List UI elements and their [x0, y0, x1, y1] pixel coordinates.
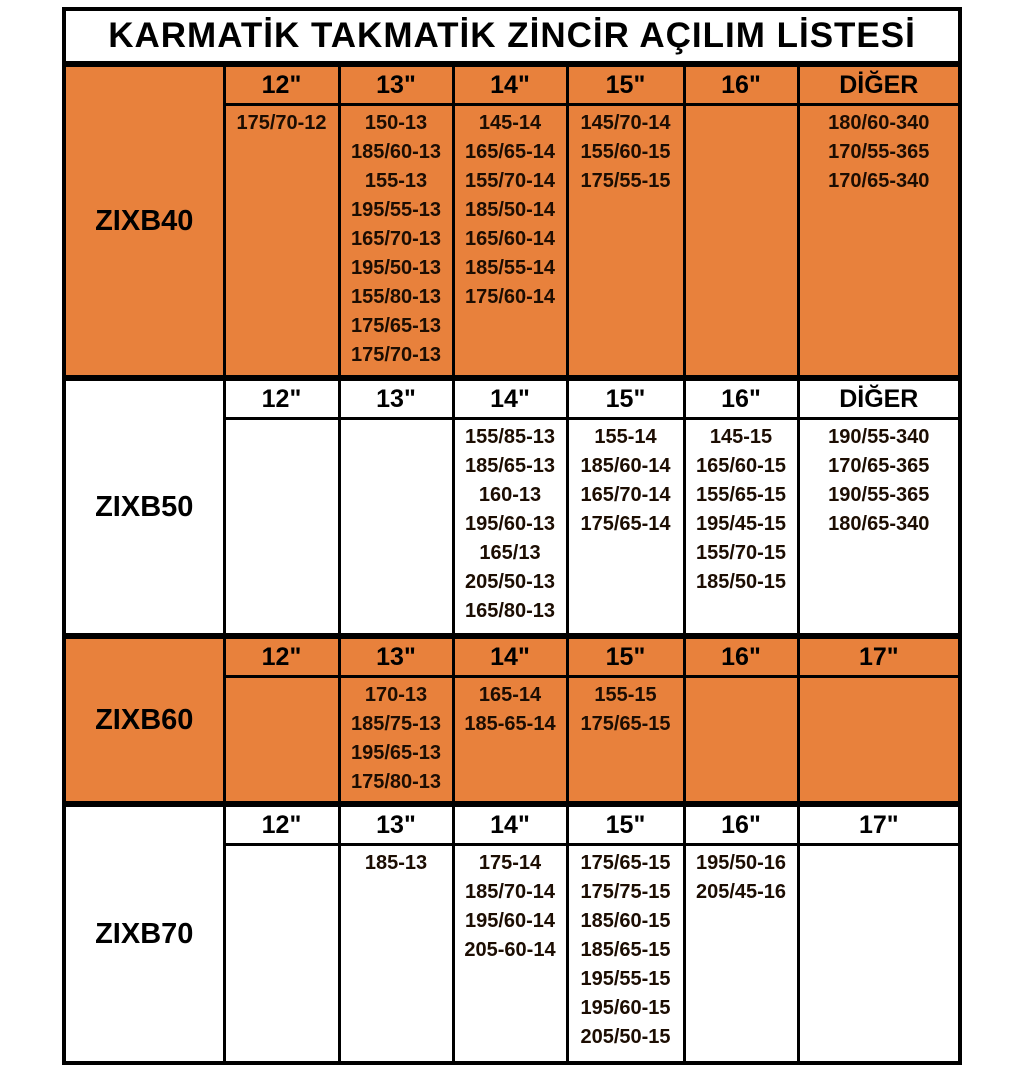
cell-zixb60-16in: [682, 675, 800, 806]
header-zixb70-15in: 15": [565, 801, 686, 846]
header-zixb60-13in: 13": [337, 633, 455, 678]
page-title: KARMATİK TAKMATİK ZİNCİR AÇILIM LİSTESİ: [62, 7, 962, 66]
cell-zixb50-14in: 155/85-13 185/65-13 160-13 195/60-13 165…: [451, 417, 569, 638]
cell-zixb50-12in: [222, 417, 341, 638]
section-zixb40-header-row: ZIXB40 12" 13" 14" 15" 16" DİĞER: [62, 61, 962, 380]
header-zixb50-16in: 16": [682, 375, 800, 420]
cell-zixb70-15in: 175/65-15 175/75-15 185/60-15 185/65-15 …: [565, 843, 686, 1065]
chain-size-table: KARMATİK TAKMATİK ZİNCİR AÇILIM LİSTESİ …: [62, 7, 963, 1065]
row-label-zixb40: ZIXB40: [62, 61, 226, 380]
cell-zixb50-15in: 155-14 185/60-14 165/70-14 175/65-14: [565, 417, 686, 638]
cell-zixb40-12in: 175/70-12: [222, 103, 341, 380]
cell-zixb60-15in: 155-15 175/65-15: [565, 675, 686, 806]
header-zixb70-16in: 16": [682, 801, 800, 846]
cell-zixb70-12in: [222, 843, 341, 1065]
header-zixb70-13in: 13": [337, 801, 455, 846]
header-zixb40-14in: 14": [451, 61, 569, 106]
header-zixb50-15in: 15": [565, 375, 686, 420]
row-label-zixb60: ZIXB60: [62, 633, 226, 806]
cell-zixb40-14in: 145-14 165/65-14 155/70-14 185/50-14 165…: [451, 103, 569, 380]
cell-zixb70-17in: [796, 843, 962, 1065]
row-label-zixb50: ZIXB50: [62, 375, 226, 638]
cell-zixb40-15in: 145/70-14 155/60-15 175/55-15: [565, 103, 686, 380]
header-zixb60-12in: 12": [222, 633, 341, 678]
cell-zixb60-12in: [222, 675, 341, 806]
cell-zixb50-diger: 190/55-340 170/65-365 190/55-365 180/65-…: [796, 417, 962, 638]
section-zixb40-data-row: 175/70-12 150-13 185/60-13 155-13 195/55…: [64, 103, 962, 380]
header-zixb70-14in: 14": [451, 801, 569, 846]
title-row: KARMATİK TAKMATİK ZİNCİR AÇILIM LİSTESİ: [62, 7, 962, 66]
cell-zixb40-13in: 150-13 185/60-13 155-13 195/55-13 165/70…: [337, 103, 455, 380]
header-zixb40-12in: 12": [222, 61, 341, 106]
page: KARMATİK TAKMATİK ZİNCİR AÇILIM LİSTESİ …: [62, 7, 963, 1065]
cell-zixb60-14in: 165-14 185-65-14: [451, 675, 569, 806]
header-zixb70-12in: 12": [222, 801, 341, 846]
header-zixb40-16in: 16": [682, 61, 800, 106]
cell-zixb50-13in: [337, 417, 455, 638]
header-zixb50-diger: DİĞER: [796, 375, 962, 420]
section-zixb50-header-row: ZIXB50 12" 13" 14" 15" 16" DİĞER: [62, 375, 962, 638]
row-label-zixb70: ZIXB70: [62, 801, 226, 1065]
header-zixb40-15in: 15": [565, 61, 686, 106]
cell-zixb50-16in: 145-15 165/60-15 155/65-15 195/45-15 155…: [682, 417, 800, 638]
header-zixb50-12in: 12": [222, 375, 341, 420]
section-zixb50-data-row: 155/85-13 185/65-13 160-13 195/60-13 165…: [64, 417, 962, 638]
cell-zixb60-13in: 170-13 185/75-13 195/65-13 175/80-13: [337, 675, 455, 806]
cell-zixb40-16in: [682, 103, 800, 380]
header-zixb50-13in: 13": [337, 375, 455, 420]
header-zixb40-13in: 13": [337, 61, 455, 106]
header-zixb60-17in: 17": [796, 633, 962, 678]
section-zixb70-header-row: ZIXB70 12" 13" 14" 15" 16" 17": [62, 801, 962, 1065]
cell-zixb40-diger: 180/60-340 170/55-365 170/65-340: [796, 103, 962, 380]
section-zixb60-data-row: 170-13 185/75-13 195/65-13 175/80-13 165…: [64, 675, 962, 806]
header-zixb60-14in: 14": [451, 633, 569, 678]
cell-zixb70-16in: 195/50-16 205/45-16: [682, 843, 800, 1065]
header-zixb40-diger: DİĞER: [796, 61, 962, 106]
header-zixb60-15in: 15": [565, 633, 686, 678]
header-zixb50-14in: 14": [451, 375, 569, 420]
section-zixb60-header-row: ZIXB60 12" 13" 14" 15" 16" 17": [62, 633, 962, 806]
cell-zixb70-13in: 185-13: [337, 843, 455, 1065]
header-zixb60-16in: 16": [682, 633, 800, 678]
cell-zixb60-17in: [796, 675, 962, 806]
cell-zixb70-14in: 175-14 185/70-14 195/60-14 205-60-14: [451, 843, 569, 1065]
header-zixb70-17in: 17": [796, 801, 962, 846]
